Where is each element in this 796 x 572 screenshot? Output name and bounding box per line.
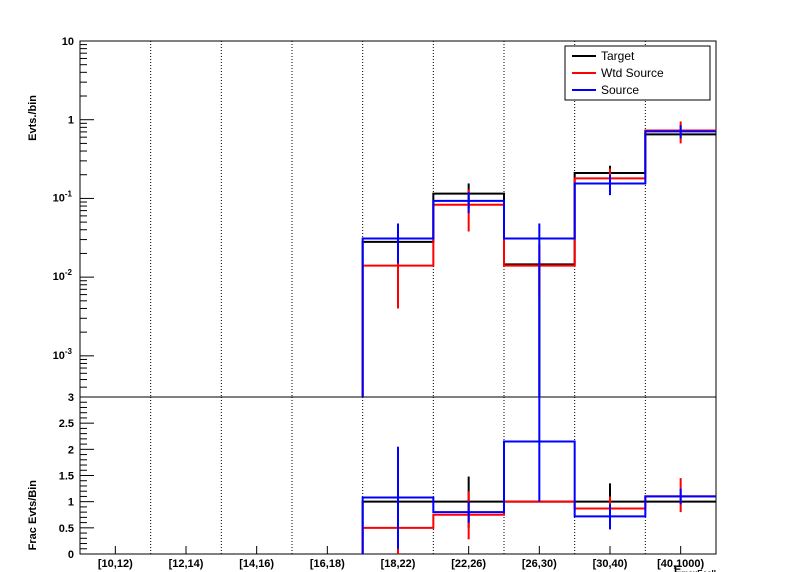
- legend-entry-wtd-source: Wtd Source: [572, 66, 664, 80]
- top-series-group: [361, 121, 716, 397]
- top-y-tick-label: 10-2: [53, 268, 73, 283]
- x-tick-label: [10,12): [98, 558, 133, 570]
- bottom-series-group: [361, 397, 716, 554]
- top-step-line-source: [361, 130, 716, 397]
- bottom-step-line-wtd-source: [361, 495, 716, 554]
- top-y-tick-label: 10-1: [53, 189, 73, 204]
- legend-label-wtd-source: Wtd Source: [601, 66, 664, 80]
- x-ticks: [10,12) [12,14) [14,16) [16,18) [18,22) [22,2…: [98, 546, 705, 570]
- bottom-y-tick-label: 1: [68, 497, 74, 509]
- x-tick-label: [14,16): [239, 558, 274, 570]
- bottom-y-tick-label: 2.5: [59, 418, 74, 430]
- x-tick-label: [30,40): [593, 558, 628, 570]
- legend: Target Wtd Source Source: [564, 45, 711, 101]
- top-y-axis-label: Evts./bin: [27, 95, 39, 141]
- bottom-step-line-source: [361, 440, 716, 554]
- bottom-y-tick-label: 1.5: [59, 471, 74, 483]
- top-y-tick-label: 1: [68, 115, 74, 127]
- bottom-y-tick-label: 0.5: [59, 523, 74, 535]
- legend-label-source: Source: [601, 83, 639, 97]
- x-tick-label: [16,18): [310, 558, 345, 570]
- x-tick-label: [18,22): [381, 558, 416, 570]
- x-tick-label: [26,30): [522, 558, 557, 570]
- top-y-tick-label: 10: [62, 36, 74, 48]
- legend-entry-source: Source: [572, 83, 639, 97]
- bottom-y-tick-label: 2: [68, 444, 74, 456]
- bottom-y-axis-label: Frac Evts/Bin: [27, 480, 39, 551]
- x-tick-label: [12,14): [169, 558, 204, 570]
- x-tick-label: [40,1000): [657, 558, 704, 570]
- bottom-y-tick-label: 0: [68, 549, 74, 561]
- x-tick-label: [22,26): [451, 558, 486, 570]
- legend-label-target: Target: [601, 49, 635, 63]
- legend-entry-target: Target: [572, 49, 635, 63]
- x-axis-label: EmaxEcell: [674, 564, 716, 572]
- top-y-tick-label: 10-3: [53, 347, 73, 362]
- bottom-y-tick-label: 3: [68, 392, 74, 404]
- bottom-y-ticks: 0 0.5 1 1.5 2 2.5 3: [59, 392, 94, 561]
- top-y-ticks: 10-3 10-2 10-1 1 10: [53, 36, 94, 398]
